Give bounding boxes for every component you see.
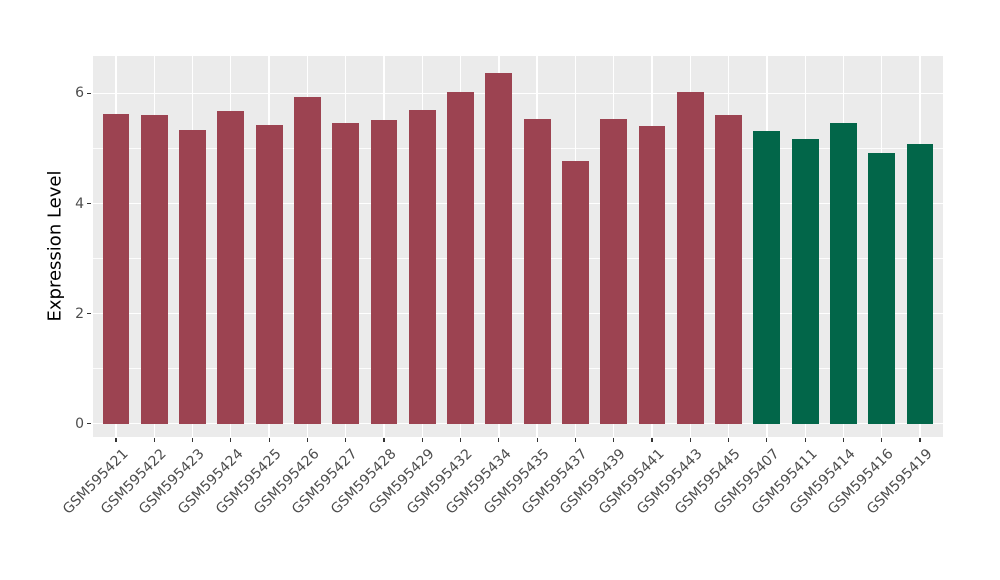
bar — [906, 144, 934, 424]
x-tick-mark — [191, 438, 194, 442]
y-tick-label: 0 — [75, 415, 84, 432]
x-tick-mark — [919, 438, 921, 442]
x-tick-mark — [306, 438, 308, 442]
x-tick-mark — [613, 438, 615, 442]
bar — [638, 126, 666, 424]
y-axis-title: Expression Level — [44, 170, 66, 322]
x-tick-mark — [574, 438, 577, 442]
y-tick-mark — [87, 423, 91, 425]
y-tick-mark — [87, 202, 91, 205]
bar — [791, 138, 819, 424]
bar — [408, 109, 436, 424]
x-tick-mark — [383, 438, 385, 442]
x-tick-mark — [689, 438, 691, 442]
bar — [447, 92, 474, 424]
bar — [179, 130, 206, 424]
bar — [676, 92, 704, 424]
x-tick-mark — [268, 438, 270, 442]
y-tick-label: 2 — [75, 305, 84, 322]
bar — [217, 110, 245, 424]
bar — [868, 153, 896, 424]
major-gridline — [93, 202, 943, 205]
bar — [332, 123, 360, 424]
x-tick-mark — [842, 438, 845, 442]
x-tick-mark — [115, 438, 117, 442]
x-tick-mark — [804, 438, 806, 442]
x-tick-mark — [651, 438, 653, 442]
bar — [255, 125, 283, 424]
bar — [830, 123, 857, 424]
x-tick-mark — [153, 438, 155, 442]
major-gridline — [93, 92, 943, 95]
bar — [600, 118, 628, 424]
bar — [102, 113, 130, 424]
bar — [715, 114, 742, 424]
major-gridline — [93, 423, 943, 425]
plot-panel — [93, 56, 943, 437]
minor-gridline — [93, 258, 943, 259]
x-tick-mark — [230, 438, 232, 442]
bar — [485, 73, 513, 424]
x-tick-mark — [459, 438, 462, 442]
bar — [562, 160, 589, 424]
minor-gridline — [93, 368, 943, 370]
bar — [140, 114, 168, 424]
x-tick-mark — [766, 438, 768, 442]
x-tick-mark — [881, 438, 883, 442]
y-tick-mark — [87, 92, 91, 95]
bar — [753, 130, 781, 424]
x-tick-mark — [421, 438, 423, 442]
x-tick-mark — [345, 438, 347, 442]
bar — [370, 119, 398, 424]
x-tick-mark — [727, 438, 730, 442]
major-gridline — [93, 312, 943, 315]
x-tick-mark — [536, 438, 538, 442]
bar — [523, 118, 551, 424]
y-tick-label: 4 — [75, 195, 84, 212]
x-tick-mark — [498, 438, 500, 442]
y-tick-label: 6 — [75, 85, 84, 102]
minor-gridline — [93, 148, 943, 149]
y-tick-mark — [87, 312, 91, 315]
bar — [294, 96, 321, 424]
